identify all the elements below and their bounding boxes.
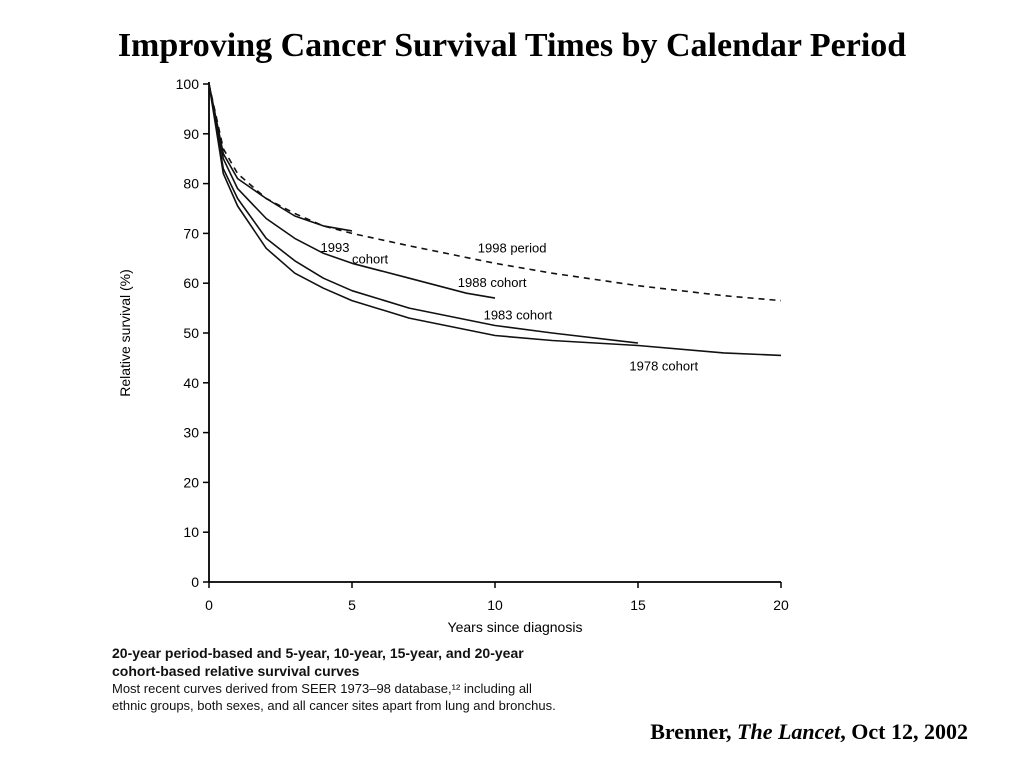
x-tick-label: 20 [773, 597, 789, 613]
x-tick-label: 15 [630, 597, 646, 613]
y-tick-label: 70 [183, 225, 199, 241]
series-label-1998-period: 1998 period [478, 240, 547, 255]
y-tick-label: 10 [183, 524, 199, 540]
series-line-1983-cohort [208, 83, 639, 344]
y-tick-label: 100 [176, 76, 200, 92]
series-label-1993-cohort: cohort [352, 251, 389, 266]
citation-date: , Oct 12, 2002 [840, 719, 968, 744]
y-tick-label: 90 [183, 126, 199, 142]
survival-chart: 0 10 20 30 40 50 60 70 80 90 100 0 5 10 15 20 1998 peri… [117, 76, 789, 635]
series-line-1978-cohort [208, 83, 782, 357]
y-tick-label: 0 [191, 574, 199, 590]
chart-axes [208, 82, 781, 583]
x-tick-label: 5 [348, 597, 356, 613]
y-tick-label: 80 [183, 176, 199, 192]
series-line-1988-cohort [208, 83, 496, 299]
figure-caption: 20-year period-based and 5-year, 10-year… [112, 644, 812, 714]
series-label-1978-cohort: 1978 cohort [629, 358, 698, 373]
citation: Brenner, The Lancet, Oct 12, 2002 [650, 718, 968, 746]
y-tick-label: 60 [183, 275, 199, 291]
x-tick-label: 10 [487, 597, 503, 613]
y-tick-label: 40 [183, 375, 199, 391]
slide-title: Improving Cancer Survival Times by Calen… [117, 27, 907, 64]
series-label-1983-cohort: 1983 cohort [484, 308, 553, 323]
citation-author: Brenner, [650, 719, 738, 744]
y-tick-label: 50 [183, 325, 199, 341]
caption-heading-line-1: 20-year period-based and 5-year, 10-year… [112, 645, 524, 661]
series-line-1998-period [208, 83, 782, 302]
caption-heading-line-2: cohort-based relative survival curves [112, 663, 360, 679]
y-axis-title: Relative survival (%) [117, 269, 133, 397]
citation-journal: The Lancet [737, 719, 841, 744]
x-tick-label: 0 [205, 597, 213, 613]
caption-body-line-2: ethnic groups, both sexes, and all cance… [112, 698, 556, 713]
series-line-1993-cohort [208, 83, 353, 232]
chart-lines [208, 83, 782, 357]
y-tick-label: 30 [183, 425, 199, 441]
series-label-1993-cohort: 1993 [321, 240, 350, 255]
y-tick-label: 20 [183, 474, 199, 490]
x-axis-title: Years since diagnosis [448, 619, 583, 635]
caption-body-line-1: Most recent curves derived from SEER 197… [112, 681, 532, 696]
series-label-1988-cohort: 1988 cohort [458, 275, 527, 290]
chart-ticks: 0 10 20 30 40 50 60 70 80 90 100 0 5 10 15 20 [176, 76, 789, 613]
